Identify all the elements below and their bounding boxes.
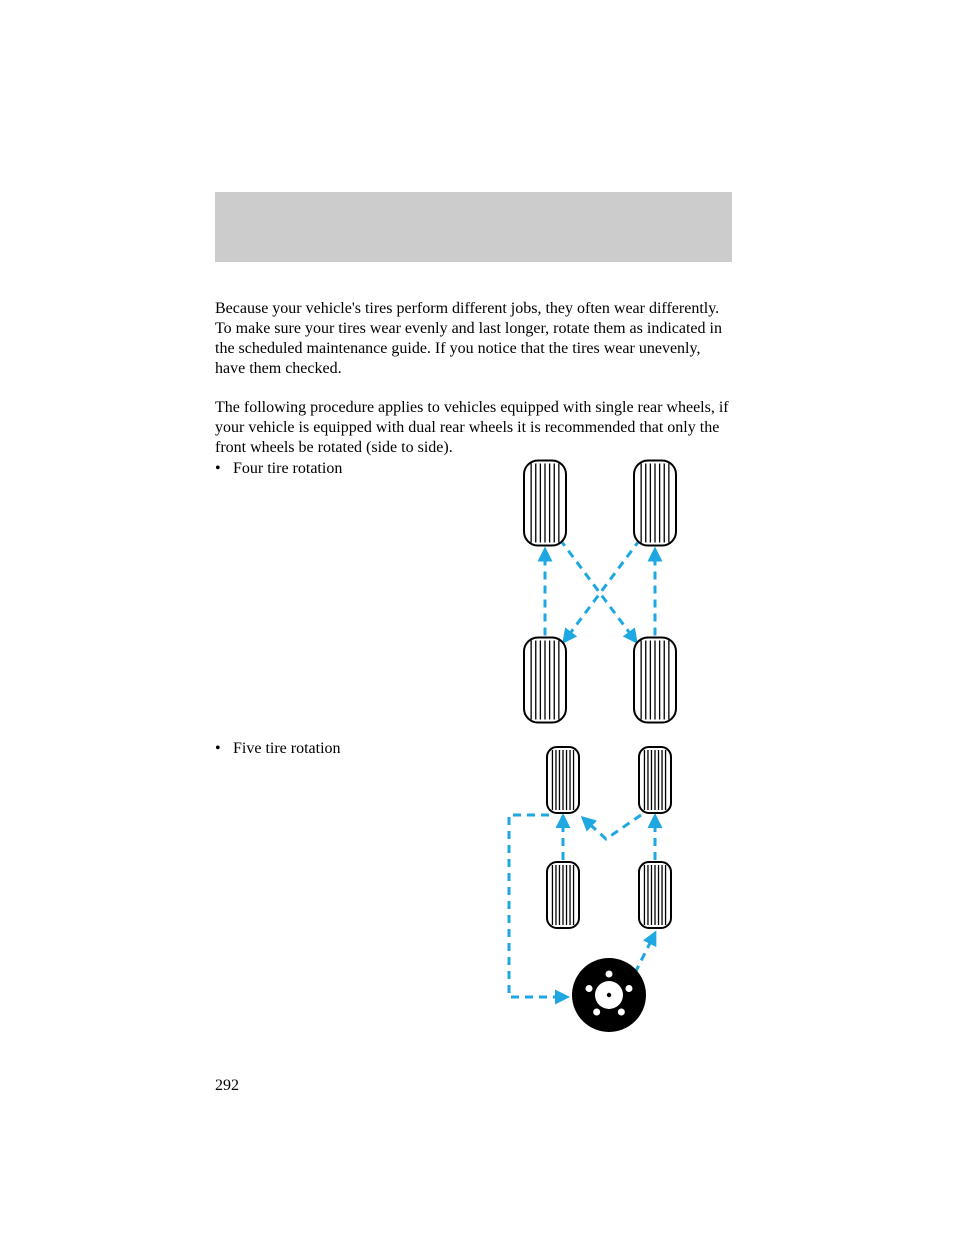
bullet-dot-icon: • — [215, 740, 233, 758]
body-paragraph-1: Because your vehicle's tires perform dif… — [215, 299, 732, 379]
bullet-dot-icon: • — [215, 460, 233, 478]
tire-rotation-diagram — [475, 455, 715, 1040]
bullet-four-tire-label: Four tire rotation — [233, 460, 342, 477]
bullet-five-tire: •Five tire rotation — [215, 740, 341, 758]
page-number: 292 — [215, 1077, 239, 1095]
body-paragraph-2: The following procedure applies to vehic… — [215, 398, 732, 458]
header-band — [215, 192, 732, 262]
document-page: Because your vehicle's tires perform dif… — [0, 0, 954, 1235]
bullet-four-tire: •Four tire rotation — [215, 460, 342, 478]
bullet-five-tire-label: Five tire rotation — [233, 740, 341, 757]
